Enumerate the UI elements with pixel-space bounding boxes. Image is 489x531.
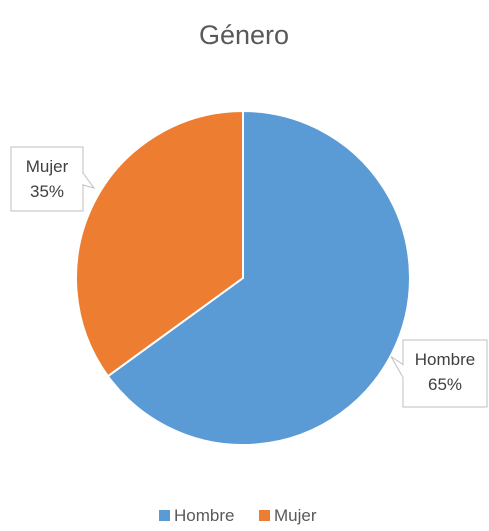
data-label-value: 35% (30, 182, 64, 201)
data-label-category: Hombre (415, 350, 475, 369)
chart-title: Género (199, 20, 289, 50)
legend-label: Mujer (274, 506, 317, 525)
pie-slice-mujer (75, 110, 244, 378)
legend-swatch (159, 510, 170, 521)
legend-swatch (259, 510, 270, 521)
legend-item-mujer: Mujer (259, 506, 317, 525)
data-label-pointer (82, 171, 96, 189)
data-label-box (402, 339, 488, 408)
legend: Hombre Mujer (159, 506, 317, 525)
data-label-pointer (390, 356, 404, 380)
data-label-box (10, 146, 84, 212)
pie-slice-hombre (106, 110, 411, 446)
legend-label: Hombre (174, 506, 234, 525)
data-labels: Hombre 65% Mujer 35% (10, 146, 488, 408)
pie-slices (75, 110, 411, 446)
data-label-category: Mujer (26, 157, 69, 176)
data-label-value: 65% (428, 375, 462, 394)
data-label-hombre: Hombre 65% (390, 339, 488, 408)
legend-item-hombre: Hombre (159, 506, 234, 525)
data-label-mujer: Mujer 35% (10, 146, 96, 212)
